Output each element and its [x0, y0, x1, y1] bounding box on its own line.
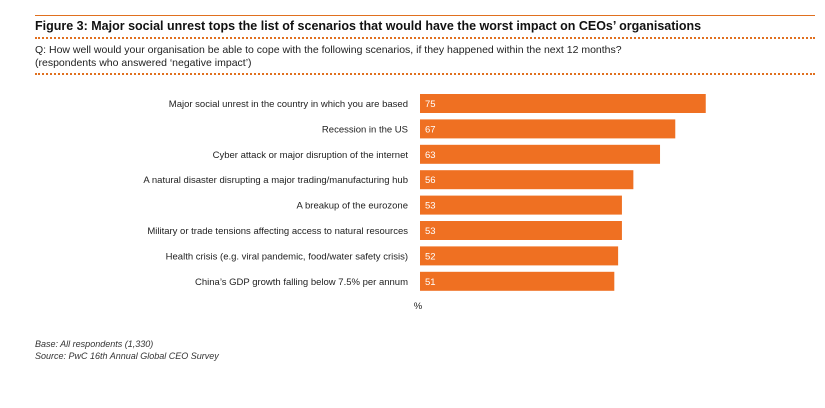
bar — [420, 271, 615, 291]
bar — [420, 94, 706, 113]
bar — [420, 221, 622, 240]
title-divider — [35, 37, 815, 39]
bar — [420, 195, 622, 215]
category-label: Recession in the US — [322, 124, 408, 135]
data-label: 53 — [425, 201, 436, 212]
x-axis-unit-label: % — [414, 301, 423, 312]
data-label: 52 — [425, 251, 436, 262]
data-label: 67 — [425, 124, 436, 135]
question-text: Q: How well would your organisation be a… — [35, 44, 622, 56]
category-label: A natural disaster disrupting a major tr… — [143, 175, 408, 186]
survey-question: Q: How well would your organisation be a… — [35, 44, 815, 70]
data-label: 63 — [425, 150, 436, 161]
category-label: China’s GDP growth falling below 7.5% pe… — [195, 277, 408, 288]
bar — [420, 144, 661, 164]
category-label: Military or trade tensions affecting acc… — [147, 226, 408, 237]
bar — [420, 170, 634, 190]
data-label: 56 — [425, 175, 436, 186]
question-qualifier: (respondents who answered ‘negative impa… — [35, 57, 252, 69]
bar — [420, 119, 676, 139]
question-divider — [35, 73, 815, 75]
source-note: Source: PwC 16th Annual Global CEO Surve… — [35, 350, 219, 361]
data-label: 51 — [425, 277, 436, 288]
category-label: Cyber attack or major disruption of the … — [213, 150, 409, 161]
figure-title: Figure 3: Major social unrest tops the l… — [35, 19, 702, 33]
base-note: Base: All respondents (1,330) — [35, 339, 154, 349]
data-label: 53 — [425, 226, 436, 237]
category-label: A breakup of the eurozone — [297, 201, 408, 212]
bar — [420, 246, 619, 266]
title-top-rule — [35, 15, 815, 16]
data-label: 75 — [425, 99, 436, 110]
category-label: Health crisis (e.g. viral pandemic, food… — [166, 251, 408, 262]
chart-footnote: Base: All respondents (1,330) Source: Pw… — [35, 339, 219, 362]
category-label: Major social unrest in the country in wh… — [169, 99, 408, 110]
